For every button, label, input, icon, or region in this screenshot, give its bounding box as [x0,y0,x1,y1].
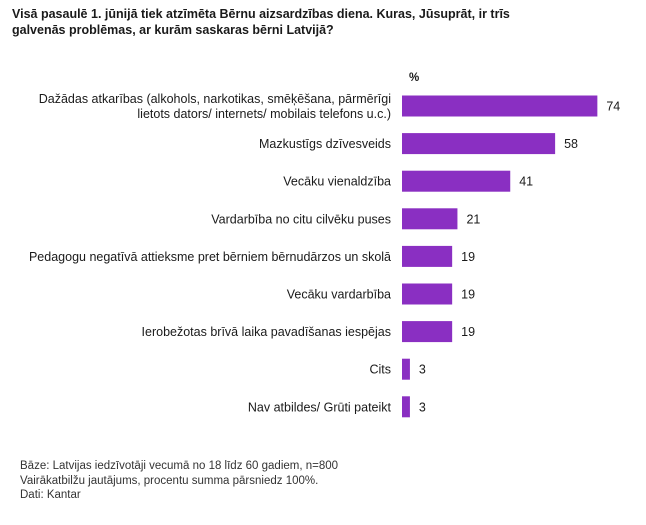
category-label-1: Mazkustīgs dzīvesveids [259,137,391,151]
category-label-4: Pedagogu negatīvā attieksme pret bērniem… [29,250,391,264]
footnotes: Bāze: Latvijas iedzīvotāji vecumā no 18 … [20,459,338,503]
data-label-1: 58 [564,137,578,151]
data-label-7: 3 [419,363,426,377]
data-label-6: 19 [461,325,475,339]
data-label-8: 3 [419,400,426,414]
bar-4 [402,245,453,267]
data-label-0: 74 [606,100,620,114]
base-note: Bāze: Latvijas iedzīvotāji vecumā no 18 … [20,460,339,472]
category-label-3: Vardarbība no citu cilvēku puses [211,212,391,226]
data-label-3: 21 [466,212,480,226]
bar-1 [402,133,556,155]
category-label-8: Nav atbildes/ Grūti pateikt [248,400,392,414]
unit-label: % [409,72,420,84]
bar-2 [402,170,511,192]
category-label-0-line-1: lietots dators/ internets/ mobilais tele… [137,107,391,121]
bar-8 [402,396,410,418]
bar-5 [402,283,453,305]
category-label-7: Cits [369,363,391,377]
bar-0 [402,95,598,117]
category-label-5: Vecāku vardarbība [287,288,391,302]
data-label-5: 19 [461,288,475,302]
bar-chart: 74 Dažādas atkarības (alkohols, narkotika… [29,92,620,418]
bar-6 [402,321,453,343]
category-label-2: Vecāku vienaldzība [283,175,391,189]
data-label-4: 19 [461,250,475,264]
multi-answer-note: Vairākatbilžu jautājums, procentu summa … [20,474,319,487]
data-label-2: 41 [519,175,533,189]
category-label-6: Ierobežotas brīvā laika pavadīšanas iesp… [142,325,391,339]
chart-title: Visā pasaulē 1. jūnijā tiek atzīmēta Bēr… [12,7,510,37]
bar-3 [402,208,458,230]
bar-7 [402,358,410,380]
source-note: Dati: Kantar [20,489,81,501]
category-label-0-line-0: Dažādas atkarības (alkohols, narkotikas,… [39,92,391,106]
